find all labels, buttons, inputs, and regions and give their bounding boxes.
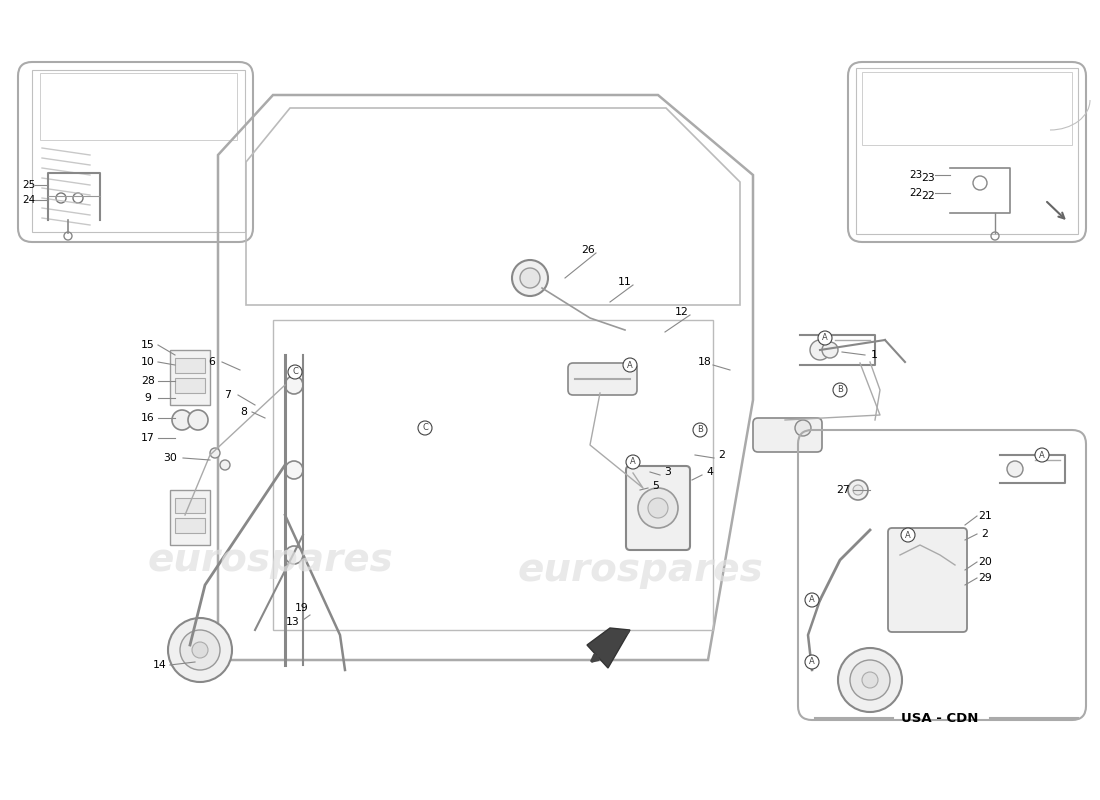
Text: 18: 18 — [698, 357, 712, 367]
Text: B: B — [837, 386, 843, 394]
Circle shape — [210, 448, 220, 458]
Circle shape — [852, 485, 864, 495]
Text: 2: 2 — [981, 529, 989, 539]
Text: USA - CDN: USA - CDN — [901, 711, 979, 725]
Circle shape — [520, 268, 540, 288]
Polygon shape — [587, 628, 630, 668]
Text: 23: 23 — [921, 173, 935, 183]
FancyBboxPatch shape — [754, 418, 822, 452]
Text: A: A — [810, 595, 815, 605]
Text: 6: 6 — [209, 357, 216, 367]
Text: 1: 1 — [870, 350, 878, 360]
Bar — [170, 350, 210, 405]
Circle shape — [648, 498, 668, 518]
Bar — [175, 378, 205, 393]
Circle shape — [805, 593, 820, 607]
Text: 7: 7 — [224, 390, 231, 400]
FancyBboxPatch shape — [888, 528, 967, 632]
Text: 12: 12 — [675, 307, 689, 317]
Text: A: A — [1040, 450, 1045, 459]
Circle shape — [288, 365, 302, 379]
Circle shape — [862, 672, 878, 688]
Text: B: B — [697, 426, 703, 434]
Text: 11: 11 — [618, 277, 631, 287]
Text: A: A — [822, 334, 828, 342]
Text: 25: 25 — [22, 180, 35, 190]
Text: 15: 15 — [141, 340, 155, 350]
Text: 8: 8 — [241, 407, 248, 417]
Circle shape — [1006, 461, 1023, 477]
Circle shape — [512, 260, 548, 296]
Circle shape — [822, 342, 838, 358]
Text: 3: 3 — [664, 467, 671, 477]
Circle shape — [805, 655, 820, 669]
Text: C: C — [422, 423, 428, 433]
Circle shape — [818, 331, 832, 345]
Circle shape — [188, 410, 208, 430]
Text: 9: 9 — [144, 393, 152, 403]
Circle shape — [901, 528, 915, 542]
Text: eurospares: eurospares — [517, 551, 763, 589]
FancyBboxPatch shape — [568, 363, 637, 395]
Text: A: A — [810, 658, 815, 666]
Circle shape — [285, 546, 303, 564]
Bar — [175, 518, 205, 533]
Circle shape — [285, 376, 303, 394]
Circle shape — [172, 410, 192, 430]
Circle shape — [848, 480, 868, 500]
FancyBboxPatch shape — [626, 466, 690, 550]
Bar — [170, 490, 210, 545]
Text: 13: 13 — [286, 617, 300, 627]
Circle shape — [180, 630, 220, 670]
Circle shape — [623, 358, 637, 372]
Circle shape — [626, 455, 640, 469]
Circle shape — [850, 660, 890, 700]
Text: A: A — [905, 530, 911, 539]
Text: 17: 17 — [141, 433, 155, 443]
Text: 29: 29 — [978, 573, 992, 583]
Text: 4: 4 — [706, 467, 714, 477]
Circle shape — [285, 461, 303, 479]
Bar — [175, 358, 205, 373]
Text: 19: 19 — [295, 603, 309, 613]
Circle shape — [810, 340, 830, 360]
Circle shape — [833, 383, 847, 397]
Circle shape — [192, 642, 208, 658]
Text: 16: 16 — [141, 413, 155, 423]
Text: 20: 20 — [978, 557, 992, 567]
Text: 22: 22 — [921, 191, 935, 201]
Bar — [273, 320, 713, 630]
Text: 28: 28 — [141, 376, 155, 386]
Circle shape — [795, 420, 811, 436]
Circle shape — [220, 460, 230, 470]
Circle shape — [418, 421, 432, 435]
Text: A: A — [627, 361, 632, 370]
Text: 10: 10 — [141, 357, 155, 367]
Circle shape — [1035, 448, 1049, 462]
Text: 21: 21 — [978, 511, 992, 521]
Circle shape — [838, 648, 902, 712]
Text: 24: 24 — [22, 195, 35, 205]
Circle shape — [693, 423, 707, 437]
Text: A: A — [630, 458, 636, 466]
Text: 30: 30 — [163, 453, 177, 463]
Text: 5: 5 — [652, 481, 659, 491]
Text: C: C — [293, 367, 298, 377]
Bar — [175, 498, 205, 513]
Text: 27: 27 — [836, 485, 850, 495]
Circle shape — [168, 618, 232, 682]
Text: 26: 26 — [581, 245, 595, 255]
Text: 14: 14 — [153, 660, 167, 670]
Text: eurospares: eurospares — [147, 541, 393, 579]
Text: 22: 22 — [909, 188, 922, 198]
Circle shape — [638, 488, 678, 528]
Text: 2: 2 — [718, 450, 725, 460]
Text: 23: 23 — [909, 170, 922, 180]
